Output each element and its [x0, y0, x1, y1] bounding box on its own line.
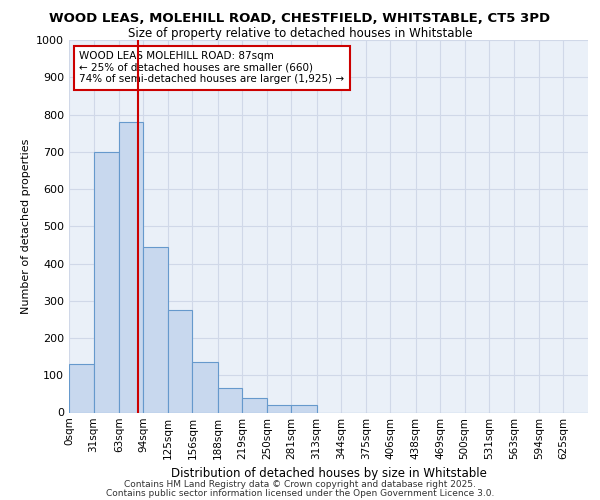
Text: Contains public sector information licensed under the Open Government Licence 3.: Contains public sector information licen… — [106, 489, 494, 498]
Bar — [218, 388, 242, 412]
Bar — [193, 362, 218, 412]
Bar — [168, 310, 193, 412]
Bar — [267, 405, 292, 412]
Text: Contains HM Land Registry data © Crown copyright and database right 2025.: Contains HM Land Registry data © Crown c… — [124, 480, 476, 489]
Text: WOOD LEAS, MOLEHILL ROAD, CHESTFIELD, WHITSTABLE, CT5 3PD: WOOD LEAS, MOLEHILL ROAD, CHESTFIELD, WH… — [49, 12, 551, 26]
Y-axis label: Number of detached properties: Number of detached properties — [20, 138, 31, 314]
Bar — [143, 246, 168, 412]
Bar — [242, 398, 267, 412]
Text: WOOD LEAS MOLEHILL ROAD: 87sqm
← 25% of detached houses are smaller (660)
74% of: WOOD LEAS MOLEHILL ROAD: 87sqm ← 25% of … — [79, 51, 344, 84]
Bar — [94, 152, 119, 412]
Bar — [69, 364, 94, 412]
Bar — [292, 405, 317, 412]
X-axis label: Distribution of detached houses by size in Whitstable: Distribution of detached houses by size … — [170, 467, 487, 480]
Text: Size of property relative to detached houses in Whitstable: Size of property relative to detached ho… — [128, 28, 472, 40]
Bar — [119, 122, 143, 412]
